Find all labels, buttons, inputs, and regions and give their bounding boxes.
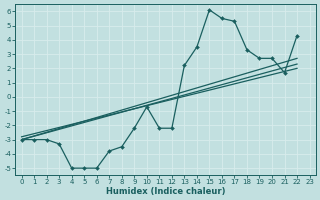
X-axis label: Humidex (Indice chaleur): Humidex (Indice chaleur) [106,187,225,196]
